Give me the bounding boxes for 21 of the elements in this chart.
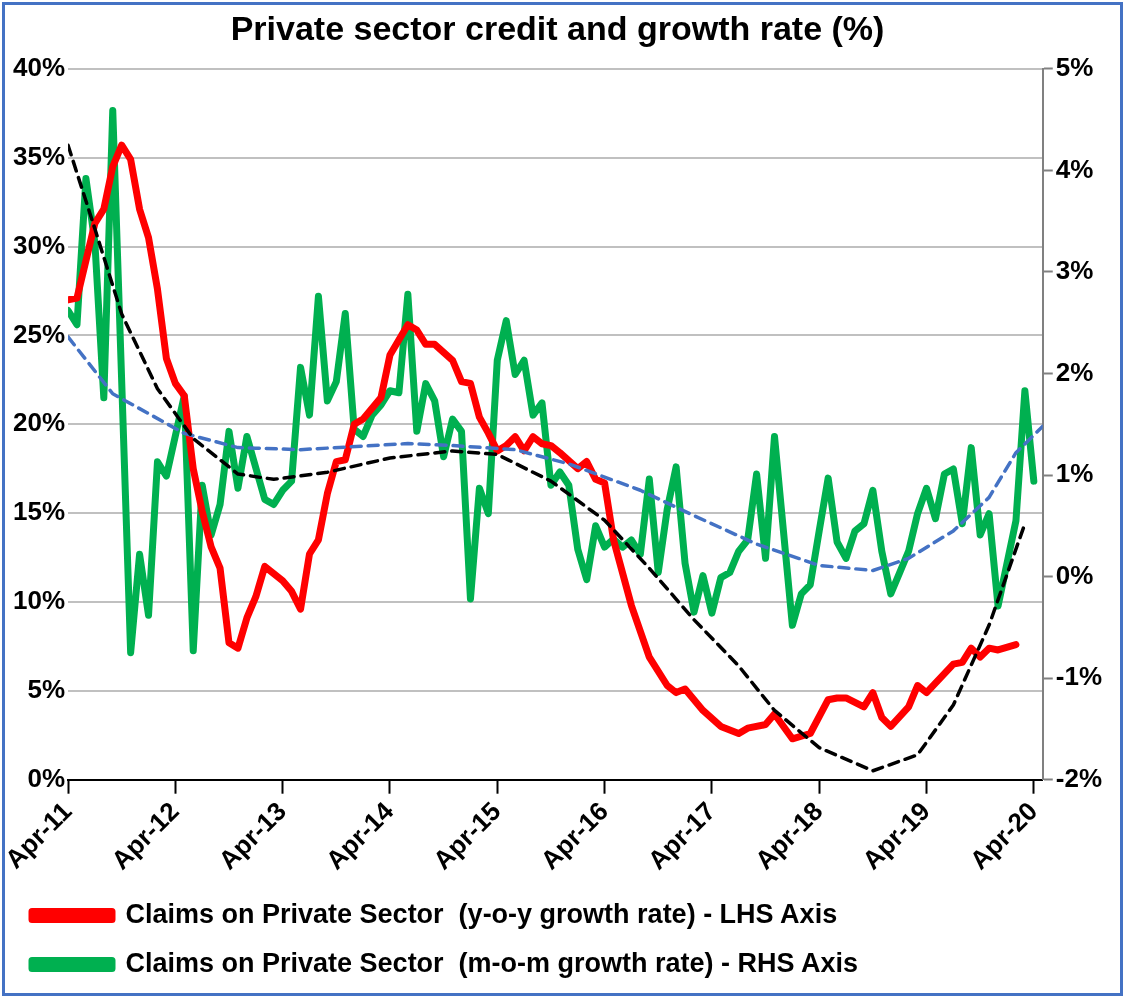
y-tick-label: 20%: [12, 407, 66, 438]
y2-tick-label: -1%: [1055, 661, 1103, 692]
legend-label: Claims on Private Sector (y-o-y growth rate) - LHS Axis: [125, 898, 838, 929]
y-tick-label: 30%: [12, 229, 66, 260]
chart-title: Private sector credit and growth rate (%): [230, 8, 885, 47]
y-tick-label: 35%: [12, 140, 66, 171]
y2-tick-label: 5%: [1055, 51, 1094, 82]
y2-tick-label: 0%: [1055, 559, 1094, 590]
y-tick-label: 15%: [12, 496, 66, 527]
legend-label: Claims on Private Sector (m-o-m growth rate) - RHS Axis: [125, 947, 859, 978]
y2-tick-label: 1%: [1055, 458, 1094, 489]
y2-tick-label: -2%: [1055, 762, 1103, 793]
y-tick-label: 0%: [27, 762, 66, 793]
y-tick-label: 25%: [12, 318, 66, 349]
y2-tick-label: 3%: [1055, 255, 1094, 286]
line-series: [68, 335, 1043, 573]
y2-tick-label: 4%: [1055, 153, 1094, 184]
y-tick-label: 10%: [12, 585, 66, 616]
y2-tick-label: 2%: [1055, 356, 1094, 387]
y-tick-label: 5%: [27, 674, 66, 705]
y-tick-label: 40%: [12, 51, 66, 82]
